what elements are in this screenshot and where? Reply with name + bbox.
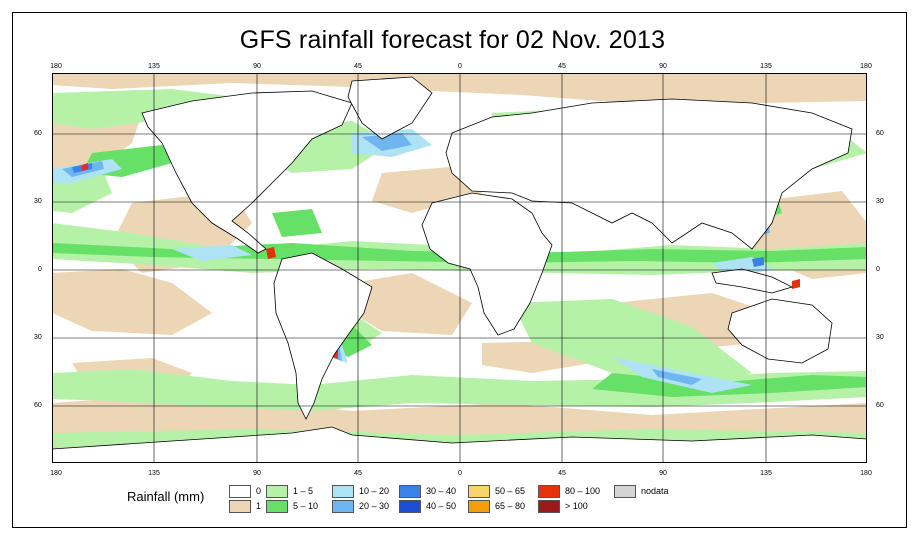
y-tick-left: 30 [34, 334, 42, 341]
legend-swatch-4 [332, 485, 354, 498]
x-tick-bottom: 45 [354, 470, 362, 477]
legend-label-1: 1 [256, 501, 262, 511]
australia [727, 298, 833, 364]
map-border [52, 73, 867, 463]
north-america [141, 90, 353, 254]
x-tick-bottom: 180 [860, 470, 872, 477]
legend-label-10: 80 – 100 [565, 486, 601, 496]
legend-label-6: 30 – 40 [426, 486, 457, 496]
legend-label-12: nodata [641, 486, 669, 496]
legend-swatch-0 [229, 485, 251, 498]
legend-swatch-8 [468, 485, 490, 498]
legend-swatch-12 [614, 485, 636, 498]
legend-swatch-6 [399, 485, 421, 498]
y-tick-right: 0 [876, 266, 880, 273]
x-tick-top: 180 [50, 63, 62, 70]
y-tick-right: 60 [876, 402, 884, 409]
legend-swatch-11 [538, 500, 560, 513]
x-tick-top: 180 [860, 63, 872, 70]
x-tick-top: 135 [760, 63, 772, 70]
legend-swatch-5 [332, 500, 354, 513]
legend-swatch-1 [229, 500, 251, 513]
x-tick-top: 90 [253, 63, 261, 70]
x-tick-bottom: 90 [659, 470, 667, 477]
indonesia [711, 268, 794, 294]
x-tick-top: 45 [558, 63, 566, 70]
legend-label-3: 5 – 10 [293, 501, 319, 511]
rainfall-map [52, 73, 867, 463]
africa [421, 192, 553, 336]
x-tick-top: 90 [659, 63, 667, 70]
legend-label-4: 10 – 20 [359, 486, 390, 496]
x-tick-top: 0 [458, 63, 462, 70]
x-tick-bottom: 180 [50, 470, 62, 477]
legend-swatch-9 [468, 500, 490, 513]
x-tick-bottom: 135 [760, 470, 772, 477]
y-tick-left: 60 [34, 402, 42, 409]
x-tick-bottom: 135 [148, 470, 160, 477]
y-tick-left: 0 [38, 266, 42, 273]
map-title: GFS rainfall forecast for 02 Nov. 2013 [239, 26, 666, 54]
legend-swatch-2 [266, 485, 288, 498]
south-america [273, 252, 373, 420]
x-tick-bottom: 45 [558, 470, 566, 477]
y-tick-left: 60 [34, 130, 42, 137]
map-frame [12, 12, 907, 528]
legend-label-2: 1 – 5 [293, 486, 314, 496]
legend-label-9: 65 – 80 [495, 501, 526, 511]
y-tick-left: 30 [34, 198, 42, 205]
graticule [52, 73, 867, 463]
legend-label-5: 20 – 30 [359, 501, 390, 511]
x-tick-top: 135 [148, 63, 160, 70]
legend-label-7: 40 – 50 [426, 501, 457, 511]
legend-swatch-10 [538, 485, 560, 498]
legend-label-0: 0 [256, 486, 262, 496]
legend-swatch-7 [399, 500, 421, 513]
legend-title: Rainfall (mm) [127, 489, 205, 504]
y-tick-right: 30 [876, 198, 884, 205]
legend-label-8: 50 – 65 [495, 486, 526, 496]
eurasia [445, 98, 853, 250]
greenland [347, 76, 433, 140]
x-tick-bottom: 0 [458, 470, 462, 477]
x-tick-bottom: 90 [253, 470, 261, 477]
legend-label-11: > 100 [565, 501, 588, 511]
y-tick-right: 60 [876, 130, 884, 137]
y-tick-right: 30 [876, 334, 884, 341]
x-tick-top: 45 [354, 63, 362, 70]
legend-swatch-3 [266, 500, 288, 513]
